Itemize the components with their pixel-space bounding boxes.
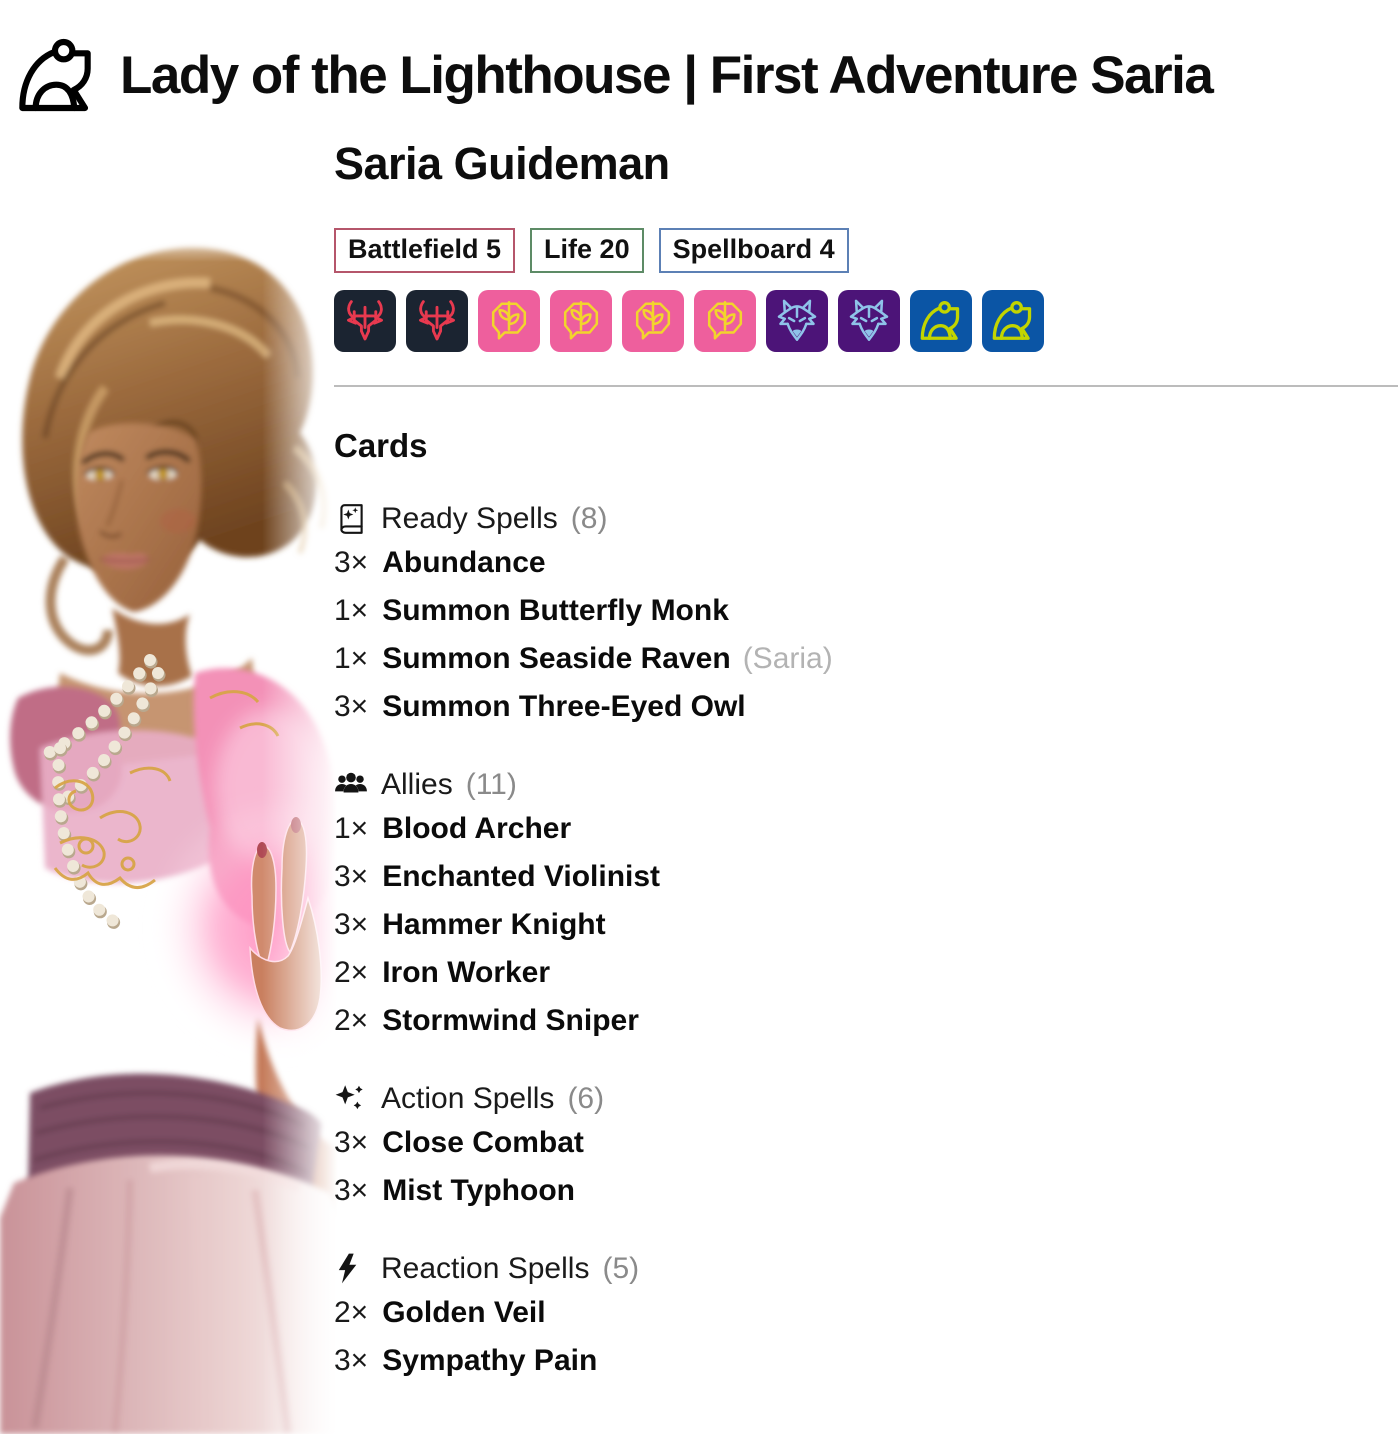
section-count: (5) [602,1251,640,1285]
card-quantity: 2× [334,955,369,989]
card-list-item: 3× Enchanted Violinist [334,853,1398,901]
card-name[interactable]: Summon Seaside Raven [382,641,731,675]
lighthouse-mouse-icon [14,36,100,116]
card-list-item: 3× Hammer Knight [334,901,1398,949]
card-quantity: 1× [334,811,369,845]
mouse-die [910,289,972,352]
card-name[interactable]: Blood Archer [382,811,572,845]
charm-die [694,289,756,352]
illusion-die [766,289,828,352]
deck-detail: Saria Guideman Battlefield 5 Life 20 Spe… [334,138,1398,1385]
card-quantity: 3× [334,859,369,893]
card-list-item: 3× Summon Three-Eyed Owl [334,683,1398,731]
card-name[interactable]: Abundance [382,545,546,579]
card-quantity: 3× [334,545,369,579]
ceremonial-die [406,289,468,352]
section-header: Action Spells (6) [334,1079,1398,1119]
sparkles-icon [335,1084,363,1109]
mouse-die [982,289,1044,352]
card-list-item: 2× Stormwind Sniper [334,997,1398,1045]
allies-icon [335,772,367,793]
mouse-die-icon [992,300,1032,340]
card-list-item: 2× Iron Worker [334,949,1398,997]
card-name[interactable]: Sympathy Pain [382,1343,598,1377]
charm-die-icon [635,300,671,340]
page-title: Lady of the Lighthouse | First Adventure… [120,45,1214,105]
illusion-die [838,289,900,352]
cards-heading: Cards [334,426,428,464]
card-quantity: 3× [334,1125,369,1159]
charm-die [550,289,612,352]
section-title: Reaction Spells [381,1251,590,1285]
section-title: Action Spells [381,1081,555,1115]
card-name[interactable]: Summon Butterfly Monk [382,593,729,627]
card-quantity: 1× [334,641,369,675]
section-reaction-spells: Reaction Spells (5) 2× Golden Veil 3× Sy… [334,1249,1398,1385]
section-ready-spells: Ready Spells (8) 3× Abundance 1× Summon … [334,499,1398,731]
card-note: (Saria) [742,641,833,675]
card-quantity: 1× [334,593,369,627]
ceremonial-die-icon [419,299,455,341]
card-name[interactable]: Golden Veil [382,1295,546,1329]
charm-die-icon [707,300,743,340]
card-quantity: 3× [334,1343,369,1377]
section-header: Ready Spells (8) [334,499,1398,539]
card-name[interactable]: Iron Worker [382,955,551,989]
ceremonial-die [334,289,396,352]
card-list-item: 1× Blood Archer [334,805,1398,853]
card-quantity: 3× [334,1173,369,1207]
illusion-die-icon [849,299,889,341]
charm-die-icon [563,300,599,340]
phoenixborn-stats: Battlefield 5 Life 20 Spellboard 4 [334,227,1398,273]
card-name[interactable]: Close Combat [382,1125,584,1159]
card-list-item: 2× Golden Veil [334,1289,1398,1337]
charm-die [478,289,540,352]
dice-row [334,289,1398,352]
charm-die-icon [491,300,527,340]
card-name[interactable]: Summon Three-Eyed Owl [382,689,746,723]
section-action-spells: Action Spells (6) 3× Close Combat 3× Mis… [334,1079,1398,1215]
ceremonial-die-icon [347,299,383,341]
card-quantity: 3× [334,689,369,723]
card-list-item: 3× Close Combat [334,1119,1398,1167]
card-list-item: 3× Abundance [334,539,1398,587]
card-name[interactable]: Enchanted Violinist [382,859,661,893]
card-list-item: 1× Summon Seaside Raven (Saria) [334,635,1398,683]
card-quantity: 3× [334,907,369,941]
section-count: (11) [465,767,517,801]
card-name[interactable]: Stormwind Sniper [382,1003,639,1037]
section-title: Allies [381,767,453,801]
page-header: Lady of the Lighthouse | First Adventure… [0,0,1398,142]
spellboard-badge: Spellboard 4 [658,227,849,273]
card-quantity: 2× [334,1295,369,1329]
section-header: Allies (11) [334,765,1398,805]
charm-die [622,289,684,352]
life-badge: Life 20 [530,227,644,273]
phoenixborn-portrait [0,228,346,1434]
section-allies: Allies (11) 1× Blood Archer 3× Enchanted… [334,765,1398,1045]
deck-name: Saria Guideman [334,138,670,189]
section-title: Ready Spells [381,501,558,535]
card-name[interactable]: Hammer Knight [382,907,606,941]
divider [334,384,1398,387]
section-count: (6) [567,1081,605,1115]
section-count: (8) [570,501,608,535]
spellbook-icon [340,503,363,534]
battlefield-badge: Battlefield 5 [334,227,516,273]
card-quantity: 2× [334,1003,369,1037]
card-list-item: 1× Summon Butterfly Monk [334,587,1398,635]
card-list-item: 3× Sympathy Pain [334,1337,1398,1385]
card-name[interactable]: Mist Typhoon [382,1173,575,1207]
card-list-item: 3× Mist Typhoon [334,1167,1398,1215]
section-header: Reaction Spells (5) [334,1249,1398,1289]
illusion-die-icon [777,299,817,341]
mouse-die-icon [920,300,960,340]
lightning-icon [338,1253,357,1284]
